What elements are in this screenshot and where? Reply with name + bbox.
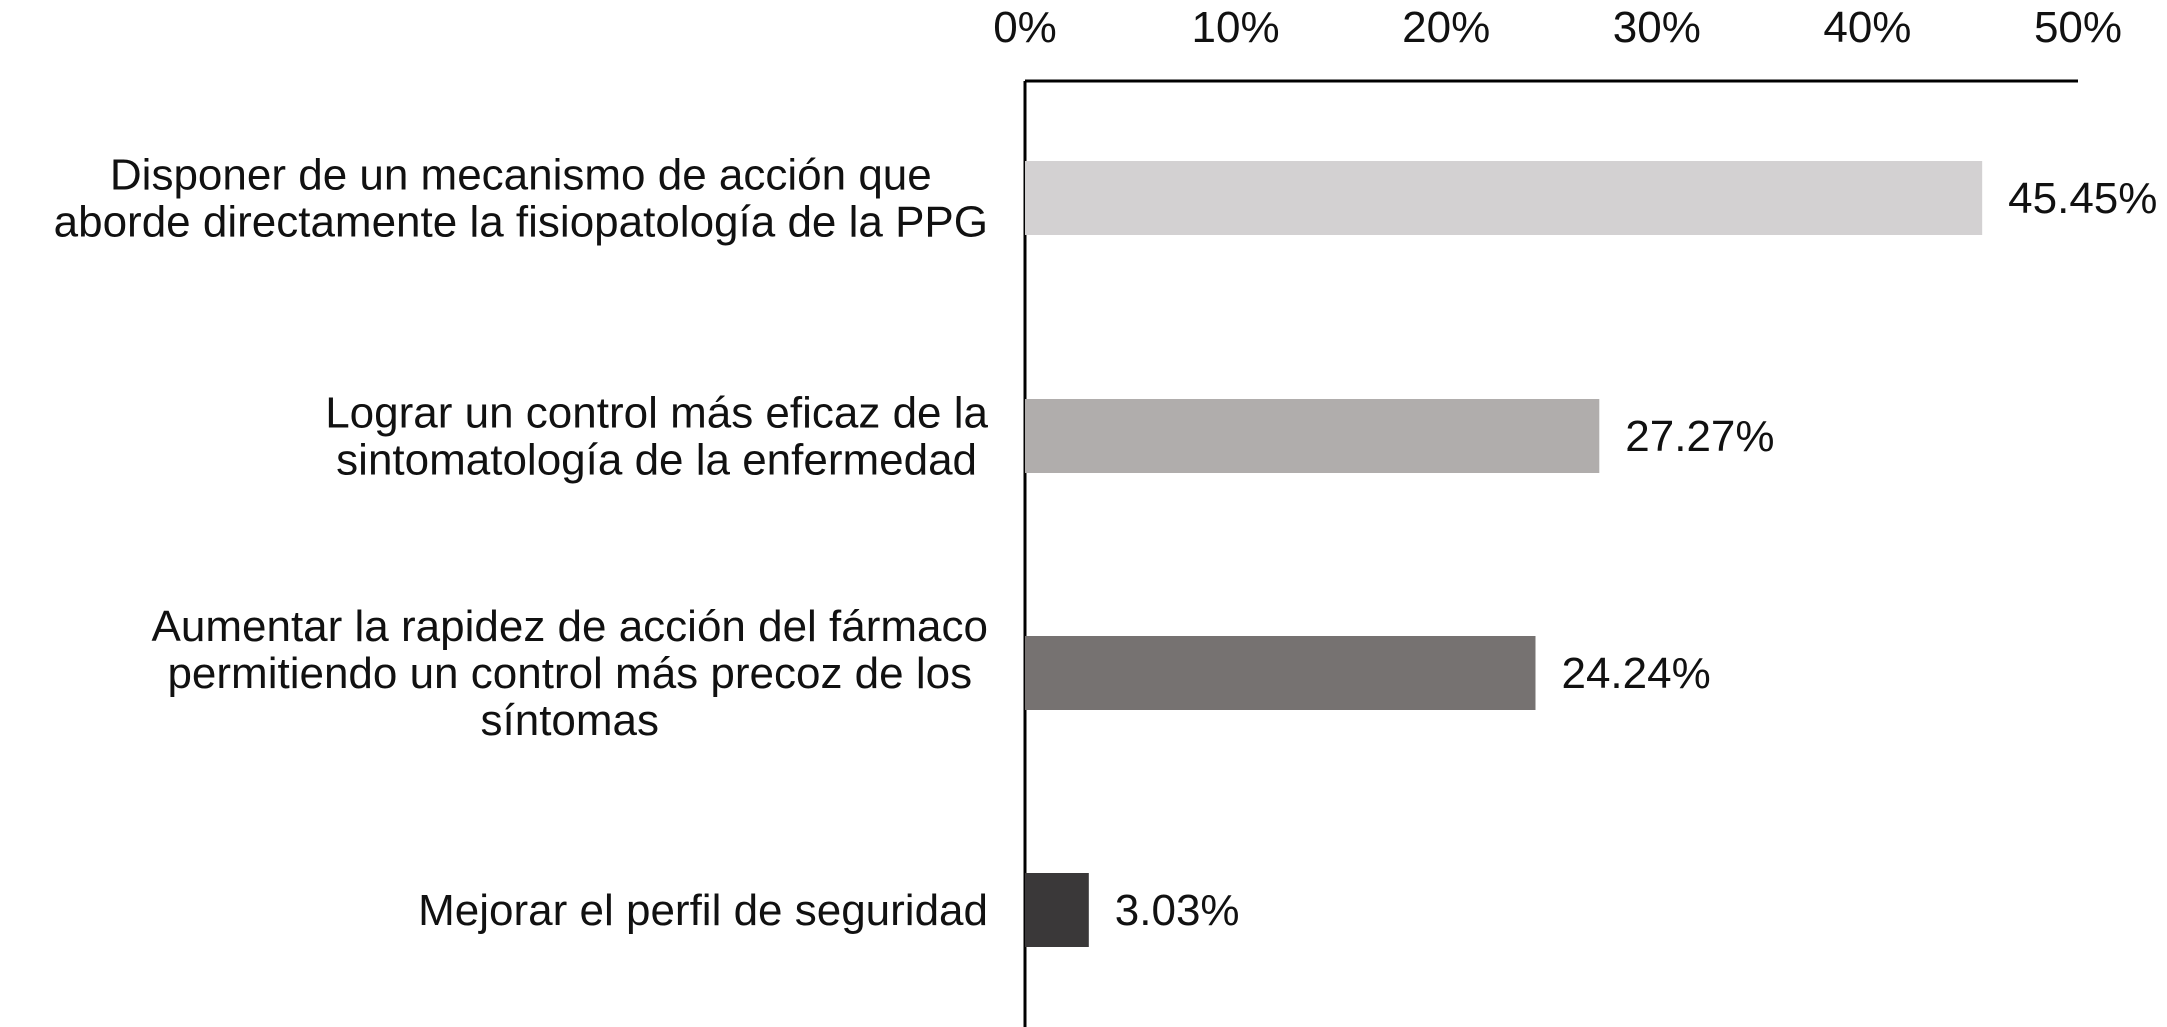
bar-value-label: 45.45%	[2008, 174, 2157, 223]
bar-value-label: 27.27%	[1625, 412, 1774, 461]
category-label: Disponer de un mecanismo de acción que ab…	[54, 151, 988, 247]
category-label-line: Mejorar el perfil de seguridad	[418, 886, 988, 935]
x-tick-label: 40%	[1823, 3, 1911, 52]
category-label: Lograr un control más eficaz de la sintom…	[325, 389, 988, 485]
category-label-line: Disponer de un mecanismo de acción que	[110, 151, 932, 200]
x-tick-label: 20%	[1402, 3, 1490, 52]
category-label-line: síntomas	[481, 696, 660, 745]
bar-value-label: 3.03%	[1115, 886, 1240, 935]
x-axis-ticks: 0% 10% 20% 30% 40% 50%	[993, 3, 2122, 52]
category-label-line: aborde directamente la fisiopatología de…	[54, 198, 988, 247]
bar-value-label: 24.24%	[1561, 649, 1710, 698]
x-tick-label: 50%	[2034, 3, 2122, 52]
category-label-line: sintomatología de la enfermedad	[336, 436, 977, 485]
category-labels: Disponer de un mecanismo de acción que ab…	[54, 151, 989, 936]
x-tick-label: 30%	[1613, 3, 1701, 52]
bar	[1025, 161, 1983, 235]
x-tick-label: 0%	[993, 3, 1057, 52]
bar	[1025, 636, 1536, 710]
bars-group: 45.45% 27.27% 24.24% 3.03%	[1025, 161, 2157, 947]
category-label-line: permitiendo un control más precoz de los	[167, 649, 972, 698]
category-label-line: Lograr un control más eficaz de la	[325, 389, 988, 438]
category-label-line: Aumentar la rapidez de acción del fármac…	[152, 602, 988, 651]
x-tick-label: 10%	[1192, 3, 1280, 52]
bar	[1025, 399, 1600, 473]
bar	[1025, 873, 1089, 947]
category-label: Mejorar el perfil de seguridad	[418, 886, 988, 935]
category-label: Aumentar la rapidez de acción del fármac…	[152, 602, 988, 745]
